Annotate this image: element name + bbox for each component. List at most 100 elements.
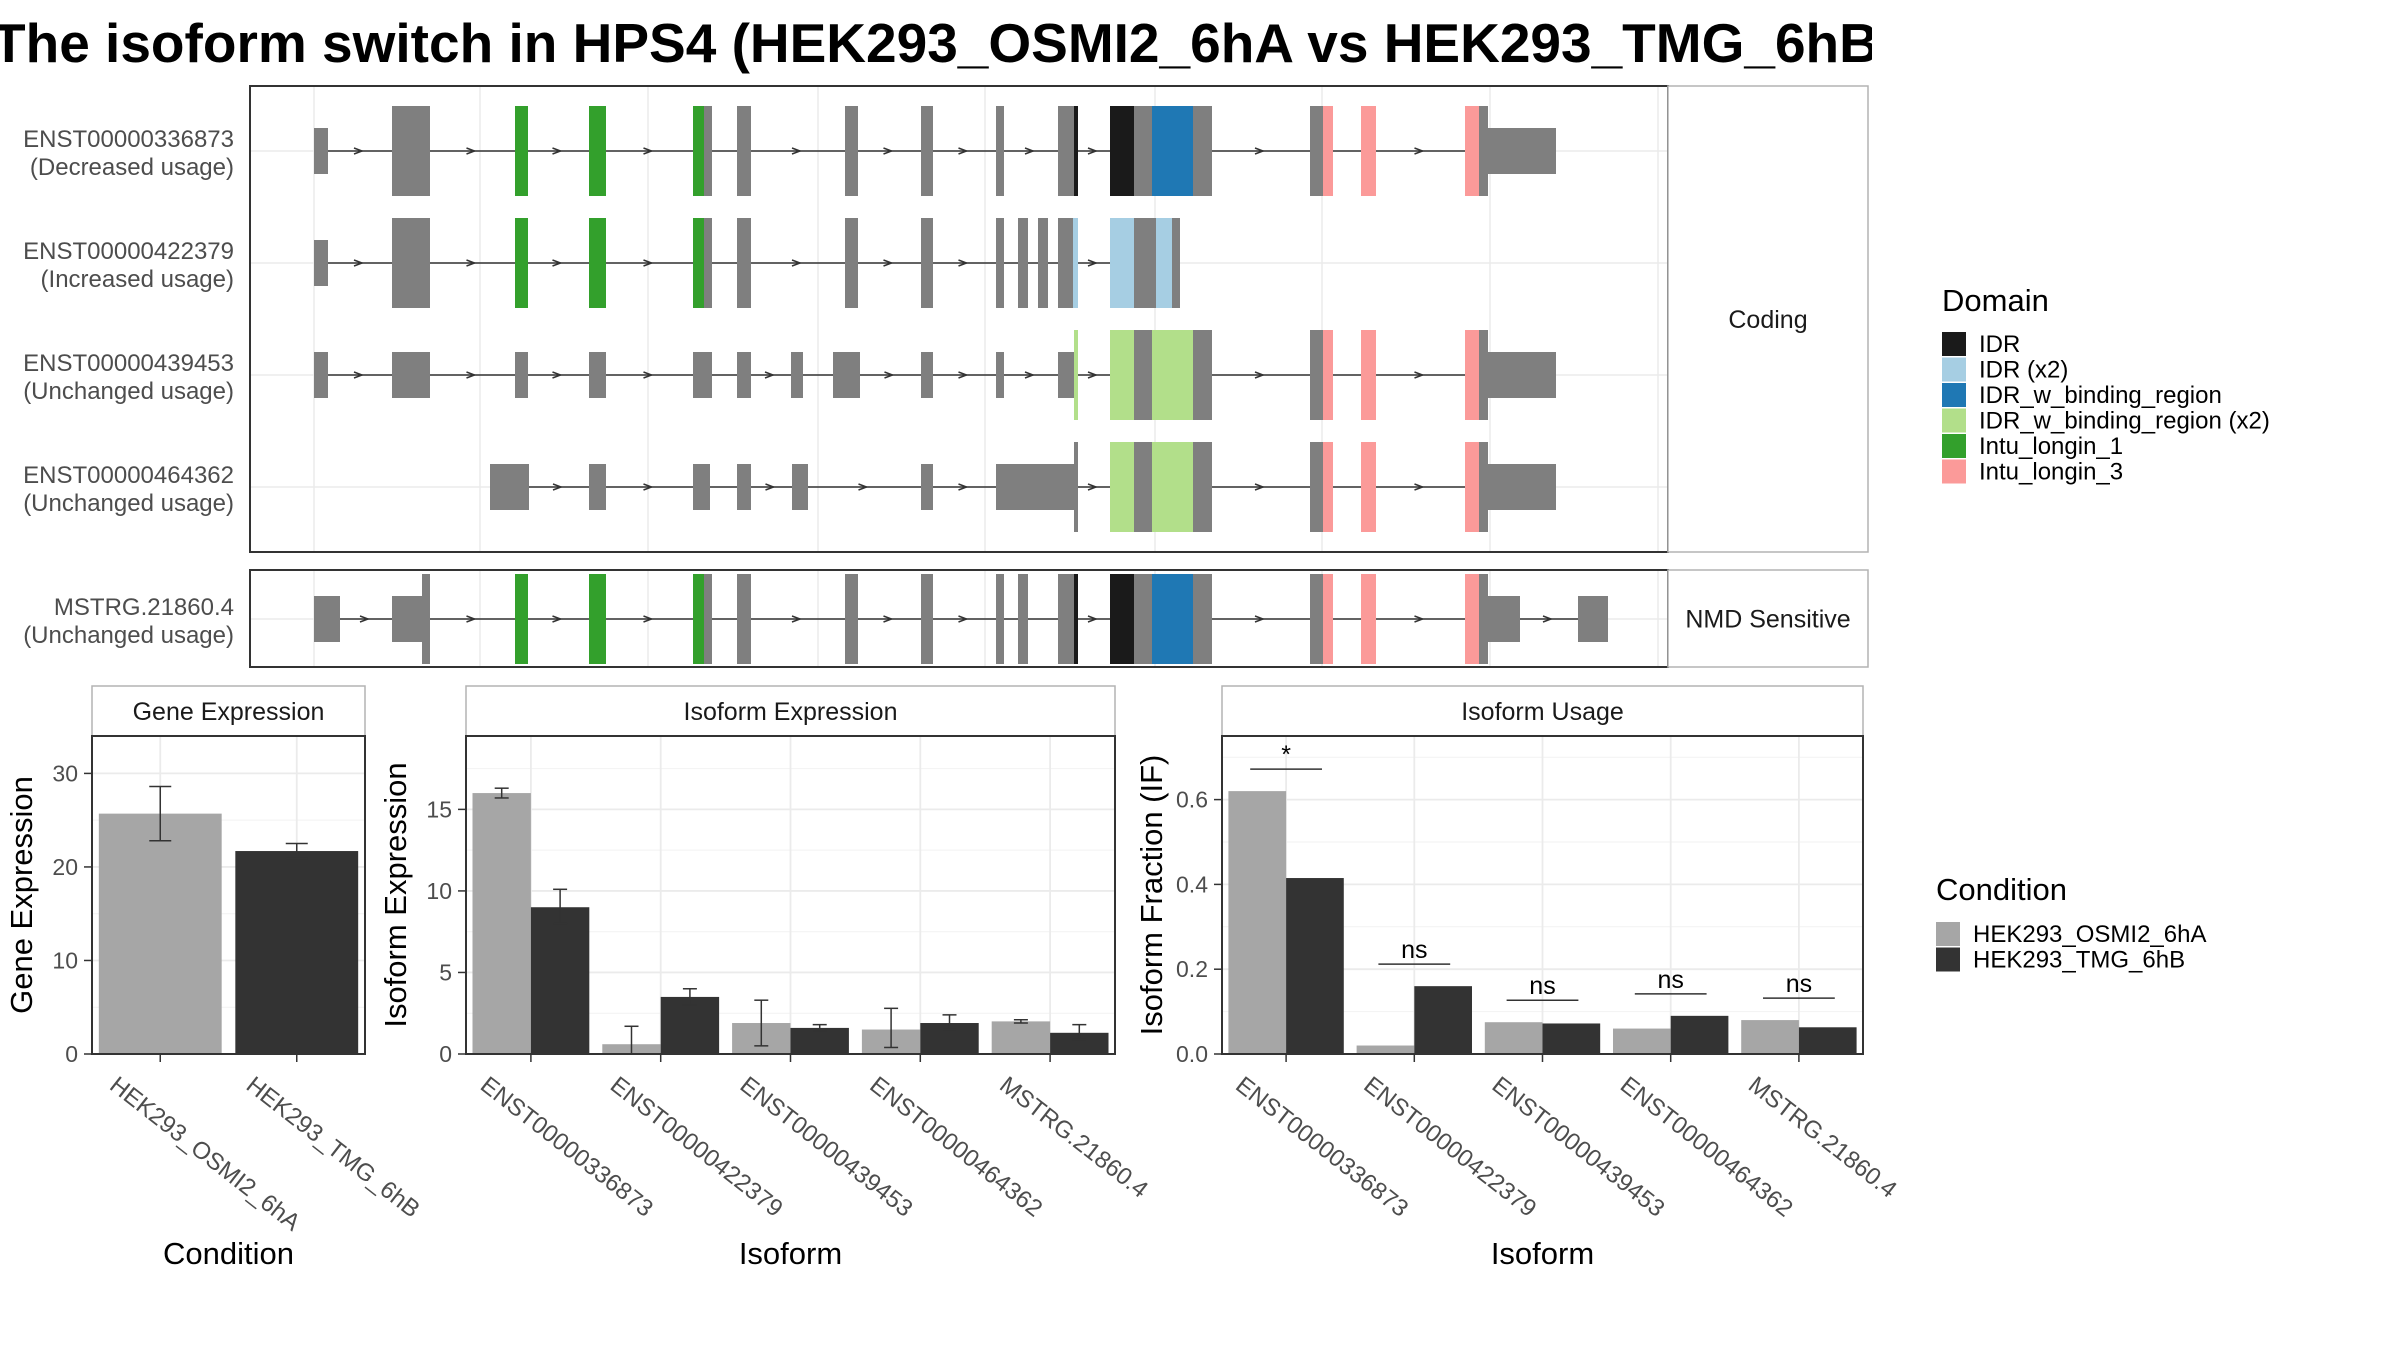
domain-block xyxy=(1156,218,1172,308)
intron-arrow xyxy=(958,259,969,267)
exon-block xyxy=(1134,574,1152,664)
domain-block xyxy=(1110,574,1134,664)
exon-block xyxy=(1193,574,1212,664)
domain-block xyxy=(1361,106,1376,196)
x-axis-title: Isoform xyxy=(739,1236,842,1271)
y-tick-label: 0.6 xyxy=(1176,787,1208,813)
intron-arrow xyxy=(466,615,477,623)
x-axis-title: Isoform xyxy=(1491,1236,1594,1271)
domain-block xyxy=(1465,330,1479,420)
exon-block xyxy=(1479,442,1488,532)
panel-title: Isoform Expression xyxy=(684,698,898,726)
bar xyxy=(1356,1045,1415,1054)
transcript-id-label: MSTRG.21860.4 xyxy=(54,594,234,621)
exon-block xyxy=(1310,442,1323,532)
facet-strip xyxy=(1667,85,1869,553)
intron-arrow xyxy=(1024,147,1036,155)
domain-block xyxy=(1465,442,1479,532)
transcript-id-label: ENST00000422379 xyxy=(23,238,234,265)
domain-block xyxy=(1465,106,1479,196)
domain-block xyxy=(1323,442,1333,532)
transcript-track xyxy=(314,330,1556,420)
domain-legend-label: Intu_longin_1 xyxy=(1979,433,2123,460)
exon-block xyxy=(314,352,328,398)
y-tick-label: 0.2 xyxy=(1176,956,1208,982)
intron-arrow xyxy=(1414,147,1425,155)
intron-arrow xyxy=(858,483,869,491)
figure-title: The isoform switch in HPS4 (HEK293_OSMI2… xyxy=(0,12,1872,74)
bar-charts-area: Gene Expression0102030HEK293_OSMI2_6hAHE… xyxy=(4,685,1902,1271)
exon-block xyxy=(490,464,529,510)
exon-block xyxy=(845,574,858,664)
domain-block xyxy=(1074,106,1078,196)
intron-arrow xyxy=(958,147,969,155)
intron-arrow xyxy=(791,259,803,267)
intron-arrow xyxy=(764,371,776,379)
bar-chart-2: Isoform Expression051015ENST00000336873E… xyxy=(378,685,1153,1271)
facet-strip xyxy=(1667,569,1869,668)
facet-strip-label: NMD Sensitive xyxy=(1685,606,1850,634)
facet-strip-label: Coding xyxy=(1728,306,1807,334)
intron-arrow xyxy=(1087,371,1099,379)
bar xyxy=(1613,1028,1671,1054)
domain-block xyxy=(1323,574,1333,664)
panel-border xyxy=(91,735,366,1055)
panel-strip xyxy=(91,685,366,737)
intron-arrow xyxy=(958,615,969,623)
exon-block xyxy=(422,106,430,196)
exon-block xyxy=(1310,574,1323,664)
bar xyxy=(472,793,531,1054)
exon-block xyxy=(921,464,933,510)
exon-block xyxy=(1479,574,1488,664)
bar xyxy=(790,1027,849,1054)
exon-block xyxy=(589,464,606,510)
domain-legend-title: Domain xyxy=(1942,283,2049,318)
bar xyxy=(1484,1022,1543,1054)
domain-block xyxy=(1074,330,1078,420)
transcript-id-label: ENST00000464362 xyxy=(23,462,234,489)
domain-block xyxy=(1152,330,1193,420)
bar xyxy=(1542,1023,1601,1054)
panel-title: Isoform Usage xyxy=(1461,698,1624,726)
domain-legend-label: Intu_longin_3 xyxy=(1979,459,2123,486)
intron-arrow xyxy=(883,147,894,155)
bar xyxy=(660,996,720,1054)
domain-block xyxy=(1152,106,1193,196)
domain-block xyxy=(1323,330,1333,420)
exon-block xyxy=(1310,330,1323,420)
domain-legend-key xyxy=(1942,434,1966,458)
exon-block xyxy=(1310,106,1323,196)
intron-arrow xyxy=(883,259,894,267)
exon-block xyxy=(921,106,933,196)
exon-block xyxy=(1193,106,1212,196)
transcript-usage-label: (Unchanged usage) xyxy=(23,378,234,405)
x-axis-title: Condition xyxy=(163,1236,294,1271)
intron-arrow xyxy=(643,371,654,379)
intron-arrow xyxy=(883,615,894,623)
structure-panel-bg xyxy=(250,86,1668,552)
domain-block xyxy=(1323,106,1333,196)
y-axis-title: Isoform Fraction (IF) xyxy=(1134,755,1169,1036)
domain-legend-key xyxy=(1942,332,1966,356)
intron-arrow xyxy=(552,371,563,379)
transcript-id-label: ENST00000439453 xyxy=(23,350,234,377)
exon-block xyxy=(1578,596,1608,642)
exon-block xyxy=(921,352,933,398)
domain-block xyxy=(1361,574,1376,664)
domain-block xyxy=(1152,442,1193,532)
transcript-track xyxy=(490,442,1556,532)
bar xyxy=(1670,1015,1729,1054)
exon-block xyxy=(704,218,712,308)
y-tick-label: 20 xyxy=(52,854,78,880)
panel-title: Gene Expression xyxy=(133,698,325,726)
transcript-usage-label: (Increased usage) xyxy=(41,266,234,293)
exon-block xyxy=(693,464,710,510)
intron-arrow xyxy=(552,259,563,267)
domain-block xyxy=(1073,218,1078,308)
exon-block xyxy=(392,352,430,398)
exon-block xyxy=(1058,574,1074,664)
intron-arrow xyxy=(884,371,895,379)
